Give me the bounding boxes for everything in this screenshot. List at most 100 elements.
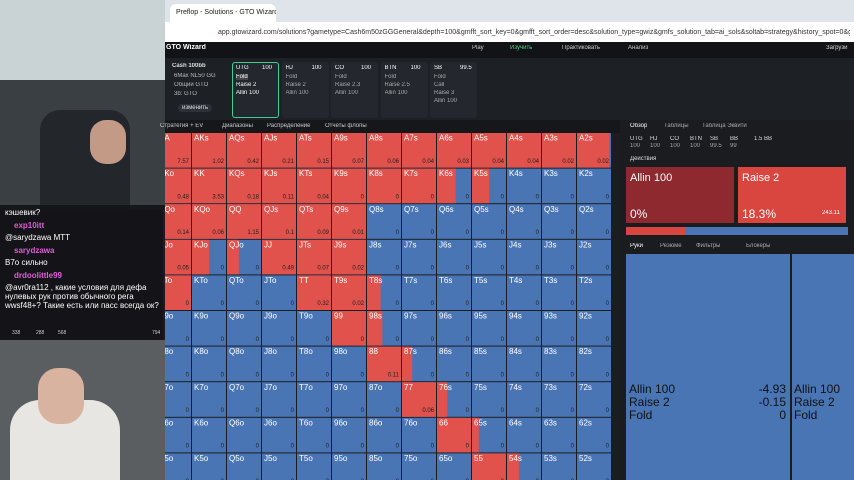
cell-ev: 0.32 (317, 301, 329, 307)
cell-label: J5o (264, 454, 277, 463)
cell-fold (507, 311, 541, 346)
panel-tab[interactable]: Таблицы (664, 123, 689, 129)
position-action[interactable]: Allin 100 (236, 90, 260, 96)
cell-label: T2s (579, 276, 592, 285)
cell-label: Q8o (229, 347, 245, 356)
cell-ev: 0.07 (317, 266, 329, 272)
action-card[interactable] (738, 167, 846, 223)
position-action[interactable]: Allin 100 (335, 90, 359, 96)
position-action[interactable]: Raise 2 (236, 82, 257, 88)
position-card[interactable] (430, 62, 477, 118)
browser-tab[interactable]: Preflop - Solutions - GTO Wizard (170, 4, 276, 22)
subtab[interactable]: Фильтры (696, 243, 721, 249)
cell-label: A3s (544, 134, 558, 143)
cell-raise (437, 168, 456, 204)
toolbar-item[interactable]: Стратегия + EV (160, 123, 204, 129)
position-card[interactable] (380, 62, 428, 118)
cell-ev: 0 (186, 444, 190, 450)
cell-raise (437, 133, 471, 168)
cell-ev: 0.48 (177, 194, 189, 200)
cell-label: Q9s (334, 205, 349, 214)
cell-raise (437, 417, 471, 453)
position-action[interactable]: Raise 2.3 (335, 82, 361, 88)
hand-ev: -0.15 (758, 395, 786, 409)
chat-user: exp10itt (14, 220, 45, 230)
cell-label: 82s (579, 347, 592, 356)
cell-label: K5o (194, 454, 209, 463)
position-action[interactable]: Fold (384, 74, 397, 80)
subtab[interactable]: Блокеры (746, 243, 771, 249)
panel-tab[interactable]: Обзор (630, 123, 648, 129)
cell-raise (437, 382, 448, 417)
toolbar-item[interactable]: Распределение (267, 123, 311, 129)
position-action[interactable]: Allin 100 (434, 98, 458, 104)
cell-label: T7o (299, 383, 313, 392)
cell-label: 97s (404, 312, 417, 321)
position-action[interactable]: Fold (236, 74, 248, 80)
cell-raise (297, 133, 331, 168)
logo[interactable]: GTO Wizard (166, 44, 206, 51)
cell-fold (472, 382, 506, 417)
cell-ev: 0 (466, 301, 470, 307)
toolbar-item[interactable]: Отчеты флопы (325, 123, 367, 129)
change-button[interactable]: изменить (178, 104, 213, 112)
cell-ev: 0 (536, 337, 540, 343)
action-card[interactable] (626, 167, 734, 223)
stat: 794 (152, 330, 161, 336)
nav-item[interactable]: Анализ (628, 45, 649, 51)
cell-fold (507, 204, 541, 239)
webcam-bottom (0, 340, 165, 480)
cell-fold (402, 417, 436, 453)
cell-label: QJs (264, 205, 278, 214)
cell-ev: 0.04 (317, 194, 329, 200)
cell-ev: 0.42 (247, 159, 259, 165)
cell-fold (262, 417, 296, 453)
cell-raise (163, 239, 191, 275)
cell-ev: 1.02 (212, 159, 224, 165)
cell-ev: 0.04 (422, 159, 434, 165)
cell-label: Q2s (579, 205, 594, 214)
panel-tab[interactable]: Таблица Эквити (702, 123, 747, 129)
cell-label: Q5s (474, 205, 489, 214)
position-card[interactable] (232, 62, 279, 118)
cell-label: Q7o (229, 383, 245, 392)
nav-item[interactable]: Практиковать (562, 45, 601, 51)
cell-ev: 3.53 (212, 194, 224, 200)
cell-fold (402, 204, 436, 239)
cell-raise (227, 239, 239, 275)
subtab[interactable]: Руки (630, 243, 643, 249)
cell-ev: 0 (501, 337, 505, 343)
nav-item[interactable]: Изучить (510, 45, 533, 51)
cell-label: J7s (404, 240, 416, 249)
chat-message: B7o сильно (5, 258, 48, 267)
nav-item[interactable]: Play (472, 45, 484, 51)
upload[interactable]: Загрузи (826, 45, 848, 51)
cell-raise (227, 204, 261, 239)
position-action[interactable]: Allin 100 (384, 90, 408, 96)
cell-ev: 0 (326, 444, 330, 450)
cell-fold (367, 417, 401, 453)
cell-fold (437, 453, 471, 480)
position-action[interactable]: Raise 2 (285, 82, 306, 88)
cell-ev: 0 (186, 372, 190, 378)
subtab[interactable]: Резюме (660, 243, 682, 249)
position-action[interactable]: Fold (434, 74, 446, 80)
cell-label: 53s (544, 454, 557, 463)
position-card[interactable] (331, 62, 378, 118)
position-action[interactable]: Call (434, 82, 445, 88)
cell-raise (332, 168, 366, 204)
cell-label: K9s (334, 169, 348, 178)
url[interactable]: app.gtowizard.com/solutions?gametype=Cas… (218, 29, 850, 36)
stack-name: BTN (690, 136, 702, 142)
cell-ev: 0.11 (388, 372, 400, 378)
chat-message: @sarydzawa MTT (5, 233, 71, 242)
position-card[interactable] (281, 62, 329, 118)
action-name: Allin 100 (630, 172, 673, 184)
position-action[interactable]: Raise 3 (434, 90, 455, 96)
position-action[interactable]: Raise 2.5 (384, 82, 410, 88)
toolbar-item[interactable]: Диапазоны (222, 123, 253, 129)
cell-raise (472, 417, 479, 453)
position-action[interactable]: Fold (285, 74, 298, 80)
position-action[interactable]: Fold (335, 74, 347, 80)
position-action[interactable]: Allin 100 (285, 90, 309, 96)
